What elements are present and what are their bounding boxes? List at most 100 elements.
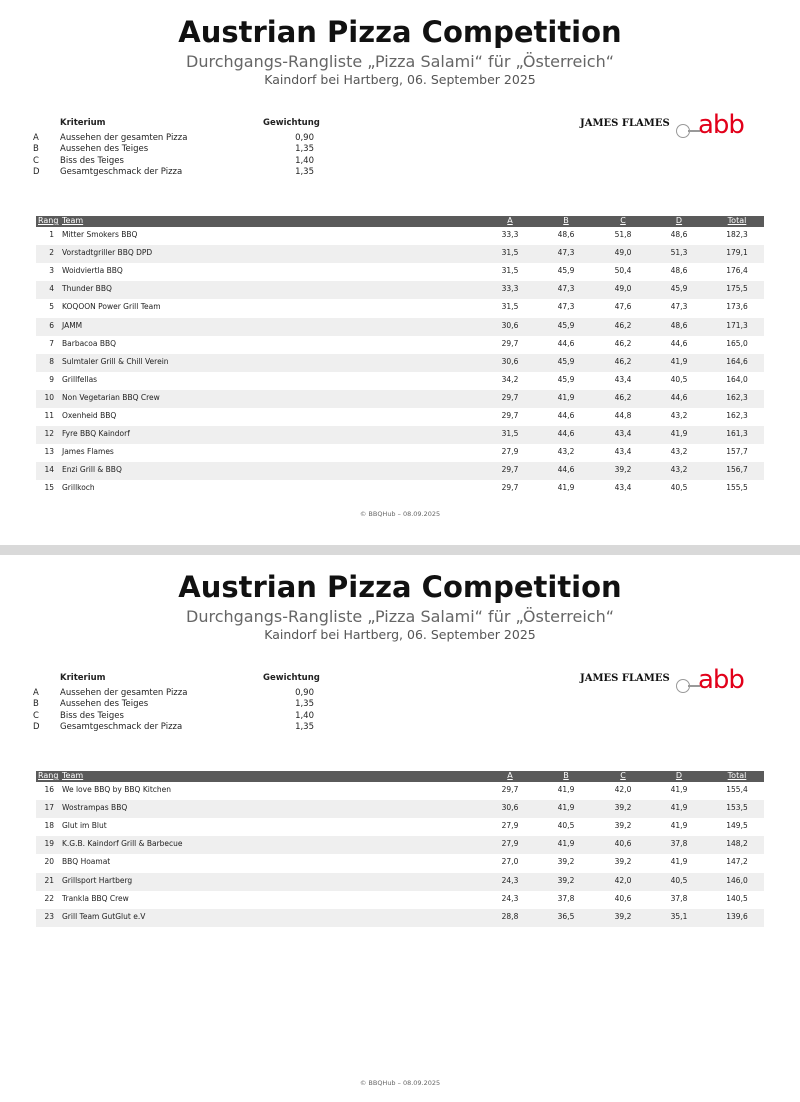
cell: 34,2 [501, 374, 519, 384]
cell: 4 [49, 284, 54, 294]
cell: 18 [44, 821, 54, 831]
cell: 47,6 [614, 302, 632, 312]
cell: 31,5 [501, 302, 519, 312]
cell: 30,6 [501, 320, 519, 330]
cell: 44,6 [557, 465, 575, 475]
table-row: 20 BBQ Hoamat 27,0 39,2 39,2 41,9 147,2 [36, 854, 764, 872]
cell: 48,6 [670, 266, 688, 276]
cell: 49,0 [614, 248, 632, 258]
criteria-name: Gesamtgeschmack der Pizza [60, 166, 183, 177]
title: Austrian Pizza Competition [178, 570, 622, 604]
table-row: 11 Oxenheid BBQ 29,7 44,6 44,8 43,2 162,3 [36, 408, 764, 426]
cell: 171,3 [726, 320, 748, 330]
cell: 40,5 [557, 821, 575, 831]
cell: 157,7 [726, 447, 748, 457]
column-header: Total [727, 216, 747, 225]
cell: 33,3 [501, 230, 519, 239]
cell: 43,2 [670, 411, 688, 420]
table-row: 2 Vorstadtgriller BBQ DPD 31,5 47,3 49,0 51,3… [36, 245, 764, 264]
cell: 22 [44, 893, 54, 903]
criteria-key: D [33, 721, 40, 732]
logo-line [688, 685, 700, 687]
cell: 156,7 [726, 465, 748, 475]
team-name: Vorstadtgriller BBQ DPD [62, 248, 153, 258]
logo-james-flames: JAMES FLAMES [580, 673, 670, 684]
table-header: Rang Team A B C D Total [36, 771, 764, 782]
cell: 20 [44, 857, 54, 867]
cell: 2 [49, 248, 54, 258]
criteria-name: Aussehen des Teiges [60, 144, 149, 155]
table-row: 22 Trankla BBQ Crew 24,3 37,8 40,6 37,8 140,5 [36, 891, 764, 909]
table-row: 14 Enzi Grill & BBQ 29,7 44,6 39,2 43,2 156,7 [36, 462, 764, 481]
cell: 51,3 [670, 248, 688, 258]
cell: 36,5 [557, 911, 575, 921]
table-row: 12 Fyre BBQ Kaindorf 31,5 44,6 43,4 41,9 161,3 [36, 426, 764, 445]
table-row: 5 KOQOON Power Grill Team 31,5 47,3 47,6 47,3… [36, 299, 764, 317]
cell: 45,9 [557, 266, 575, 276]
cell: 44,6 [557, 429, 575, 439]
cell: 39,2 [614, 911, 632, 921]
cell: 33,3 [501, 284, 519, 294]
cell: 46,2 [614, 338, 632, 348]
cell: 40,6 [614, 839, 632, 849]
cell: 24,3 [501, 875, 519, 885]
criteria-name: Aussehen der gesamten Pizza [60, 688, 188, 698]
cell: 44,6 [670, 392, 688, 402]
criteria-key: D [33, 166, 40, 177]
cell: 43,4 [614, 447, 632, 457]
cell: 14 [44, 465, 54, 475]
cell: 41,9 [557, 839, 575, 849]
criteria-header: Gewichtung [263, 673, 320, 683]
criteria-weight: 1,35 [295, 144, 314, 155]
cell: 15 [44, 483, 54, 493]
table-row: 8 Sulmtaler Grill & Chill Verein 30,6 45,9 4… [36, 353, 764, 372]
cell: 48,6 [670, 320, 688, 330]
cell: 179,1 [726, 248, 748, 258]
cell: 46,2 [614, 320, 632, 330]
logo-abb: abb [698, 110, 745, 140]
column-header: B [563, 771, 569, 780]
cell: 29,7 [501, 338, 519, 348]
cell: 17 [44, 803, 54, 813]
table-header: Rang Team A B C D Total [36, 216, 764, 227]
cell: 23 [44, 911, 54, 921]
table-row: 6 JAMM 30,6 45,9 46,2 48,6 171,3 [36, 317, 764, 336]
cell: 176,4 [726, 266, 748, 276]
cell: 27,0 [501, 857, 519, 867]
cell: 39,2 [614, 465, 632, 475]
cell: 44,6 [670, 338, 688, 348]
cell: 44,6 [557, 411, 575, 420]
team-name: We love BBQ by BBQ Kitchen [62, 785, 172, 794]
cell: 6 [49, 320, 54, 330]
team-name: Fyre BBQ Kaindorf [62, 429, 130, 439]
cell: 27,9 [501, 839, 519, 849]
criteria-key: A [33, 133, 39, 143]
cell: 30,6 [501, 356, 519, 366]
footer: © BBQHub – 08.09.2025 [359, 1079, 441, 1087]
cell: 30,6 [501, 803, 519, 813]
cell: 41,9 [557, 803, 575, 813]
logo-abb: abb [698, 665, 745, 695]
cell: 31,5 [501, 248, 519, 258]
cell: 43,2 [670, 465, 688, 475]
cell: 8 [49, 356, 54, 366]
cell: 40,5 [670, 875, 688, 885]
criteria-key: C [33, 710, 39, 721]
cell: 155,5 [726, 483, 748, 493]
cell: 49,0 [614, 284, 632, 294]
cell: 31,5 [501, 266, 519, 276]
cell: 19 [44, 839, 54, 849]
team-name: Trankla BBQ Crew [62, 893, 129, 903]
cell: 11 [44, 411, 54, 420]
cell: 155,4 [726, 785, 748, 794]
cell: 41,9 [557, 392, 575, 402]
cell: 39,2 [614, 821, 632, 831]
team-name: Wostrampas BBQ [62, 803, 128, 813]
cell: 40,5 [670, 483, 688, 493]
cell: 164,6 [726, 356, 748, 366]
table-row: 10 Non Vegetarian BBQ Crew 29,7 41,9 46,2 44,… [36, 389, 764, 408]
cell: 27,9 [501, 447, 519, 457]
criteria-key: B [33, 699, 39, 710]
cell: 40,6 [614, 893, 632, 903]
